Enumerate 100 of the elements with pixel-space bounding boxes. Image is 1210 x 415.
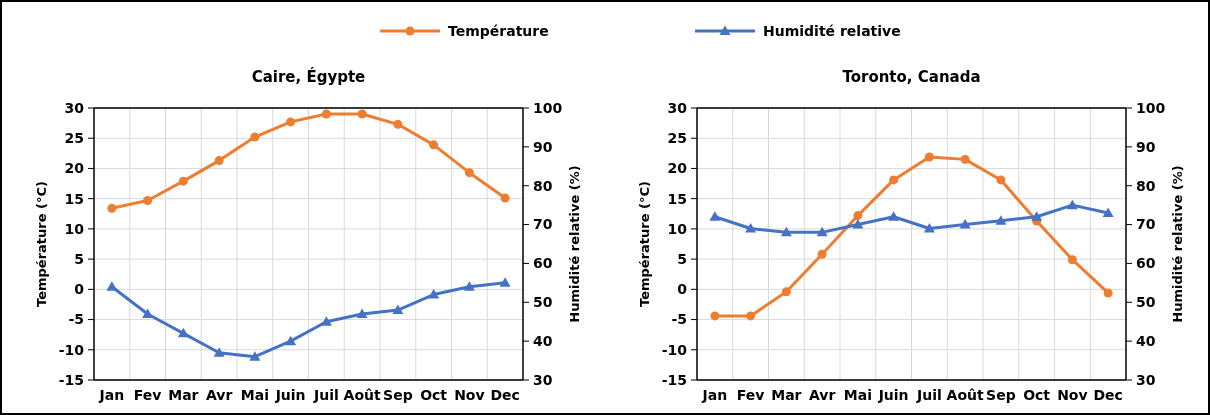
- point: [746, 311, 756, 321]
- x-tick-label: Juil: [915, 387, 942, 403]
- y-axis-title: Température (°C): [637, 181, 652, 307]
- y-tick-label: 30: [667, 99, 688, 116]
- point: [393, 119, 403, 129]
- y-tick-label: -10: [661, 341, 688, 358]
- y2-tick-label: 70: [533, 216, 553, 233]
- y2-tick-label: 50: [533, 294, 553, 311]
- y2-tick-label: 70: [1136, 216, 1156, 233]
- point: [816, 226, 828, 237]
- y2-tick-label: 40: [1136, 333, 1156, 350]
- point: [500, 193, 510, 203]
- point: [392, 304, 404, 315]
- point: [960, 154, 970, 164]
- y-tick-label: -5: [68, 311, 84, 328]
- point: [817, 249, 827, 259]
- y2-axis-title: Humidité relative (%): [1170, 165, 1185, 323]
- point: [286, 117, 296, 127]
- y-axis-title: Température (°C): [34, 181, 49, 307]
- point: [143, 195, 153, 205]
- x-tick-label: Fev: [736, 387, 765, 403]
- y2-axis-title: Humidité relative (%): [567, 165, 582, 323]
- x-tick-label: Mai: [843, 387, 872, 403]
- x-tick-label: Avr: [808, 387, 836, 403]
- y-tick-label: 20: [64, 160, 85, 177]
- y2-tick-label: 80: [1136, 177, 1156, 194]
- y-tick-label: -15: [661, 371, 687, 388]
- point: [285, 335, 297, 346]
- y-tick-label: 10: [64, 220, 85, 237]
- y2-tick-label: 100: [533, 99, 563, 116]
- y2-tick-label: 40: [533, 333, 553, 350]
- y-tick-label: 0: [677, 281, 688, 298]
- point: [499, 277, 511, 287]
- y-tick-label: 15: [64, 190, 84, 207]
- y2-tick-label: 60: [533, 255, 553, 272]
- x-tick-label: Jan: [701, 387, 728, 403]
- point: [959, 219, 971, 229]
- point: [710, 311, 720, 321]
- x-tick-label: Mar: [168, 387, 199, 403]
- point: [853, 211, 863, 221]
- point: [107, 203, 117, 213]
- x-tick-label: Mar: [771, 387, 802, 403]
- point: [214, 156, 224, 166]
- point: [250, 132, 260, 142]
- point: [320, 316, 332, 326]
- x-tick-label: Sep: [986, 387, 1016, 403]
- point: [463, 281, 475, 291]
- y-tick-label: -5: [671, 311, 687, 328]
- legend-label: Température: [448, 22, 549, 39]
- x-tick-label: Avr: [205, 387, 233, 403]
- x-tick-label: Nov: [1057, 387, 1088, 403]
- x-tick-label: Août: [946, 387, 984, 403]
- y-tick-label: -15: [58, 371, 84, 388]
- point: [995, 215, 1007, 225]
- x-tick-label: Fev: [133, 387, 162, 403]
- point: [249, 351, 261, 361]
- point: [356, 308, 368, 318]
- point: [1066, 199, 1078, 210]
- x-tick-label: Juil: [312, 387, 339, 403]
- point: [996, 175, 1006, 185]
- x-tick-label: Août: [343, 387, 381, 403]
- y-tick-label: 5: [677, 251, 687, 268]
- y2-tick-label: 80: [533, 177, 553, 194]
- y-tick-label: 25: [64, 130, 84, 147]
- y2-tick-label: 30: [533, 371, 553, 388]
- point: [357, 109, 367, 119]
- point: [1031, 211, 1043, 221]
- point: [1102, 207, 1114, 217]
- y2-tick-label: 90: [1136, 138, 1156, 155]
- chart-title: Caire, Égypte: [251, 67, 366, 86]
- y-tick-label: 30: [64, 99, 85, 116]
- y-tick-label: -10: [58, 341, 85, 358]
- x-tick-label: Juin: [877, 387, 909, 403]
- chart-title: Toronto, Canada: [842, 68, 981, 86]
- x-tick-label: Dec: [490, 387, 520, 403]
- x-tick-label: Oct: [420, 387, 448, 403]
- point: [1103, 288, 1113, 298]
- x-tick-label: Nov: [454, 387, 485, 403]
- point: [745, 222, 757, 233]
- y-tick-label: 15: [667, 190, 687, 207]
- point: [428, 289, 440, 299]
- x-tick-label: Sep: [383, 387, 413, 403]
- point: [923, 222, 935, 233]
- y2-tick-label: 60: [1136, 255, 1156, 272]
- y-tick-label: 25: [667, 130, 687, 147]
- y-tick-label: 0: [74, 281, 85, 298]
- point: [464, 168, 474, 178]
- y2-tick-label: 50: [1136, 294, 1156, 311]
- y2-tick-label: 100: [1136, 99, 1166, 116]
- legend-label: Humidité relative: [763, 22, 901, 39]
- x-tick-label: Mai: [240, 387, 269, 403]
- point: [106, 281, 118, 291]
- point: [177, 327, 189, 338]
- y2-tick-label: 90: [533, 138, 553, 155]
- y-tick-label: 5: [74, 251, 84, 268]
- point: [429, 140, 439, 150]
- point: [781, 287, 791, 297]
- point: [1067, 255, 1077, 265]
- point: [709, 211, 721, 221]
- y-tick-label: 10: [667, 220, 688, 237]
